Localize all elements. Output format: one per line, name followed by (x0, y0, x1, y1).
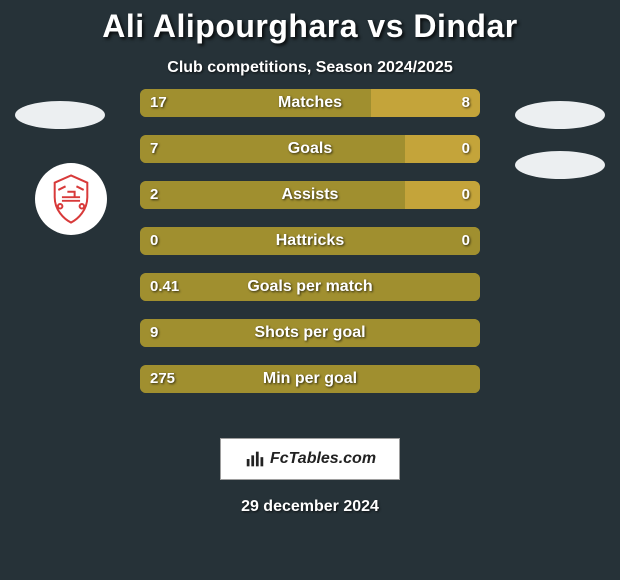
subtitle: Club competitions, Season 2024/2025 (0, 59, 620, 77)
stat-bar: 20Assists (140, 181, 480, 209)
player2-club-placeholder-icon (515, 151, 605, 179)
crest-icon (42, 170, 100, 228)
stat-bar: 00Hattricks (140, 227, 480, 255)
stat-bar: 0.41Goals per match (140, 273, 480, 301)
bar-label: Goals (140, 135, 480, 163)
bar-label: Matches (140, 89, 480, 117)
stat-bar: 178Matches (140, 89, 480, 117)
footer-brand-box: FcTables.com (220, 438, 400, 480)
bar-label: Hattricks (140, 227, 480, 255)
bar-label: Assists (140, 181, 480, 209)
player2-placeholder-icon (515, 101, 605, 129)
bar-label: Min per goal (140, 365, 480, 393)
player1-club-crest-icon (35, 163, 107, 235)
page-title: Ali Alipourghara vs Dindar (0, 0, 620, 45)
date-label: 29 december 2024 (0, 498, 620, 516)
stat-bar: 70Goals (140, 135, 480, 163)
stat-bar: 275Min per goal (140, 365, 480, 393)
stat-bars: 178Matches 70Goals 20Assists 00Hattricks 0.4… (140, 89, 480, 411)
bar-chart-icon (244, 448, 266, 470)
footer-brand-text: FcTables.com (270, 450, 376, 468)
bar-label: Goals per match (140, 273, 480, 301)
bar-label: Shots per goal (140, 319, 480, 347)
stat-bar: 9Shots per goal (140, 319, 480, 347)
player1-placeholder-icon (15, 101, 105, 129)
